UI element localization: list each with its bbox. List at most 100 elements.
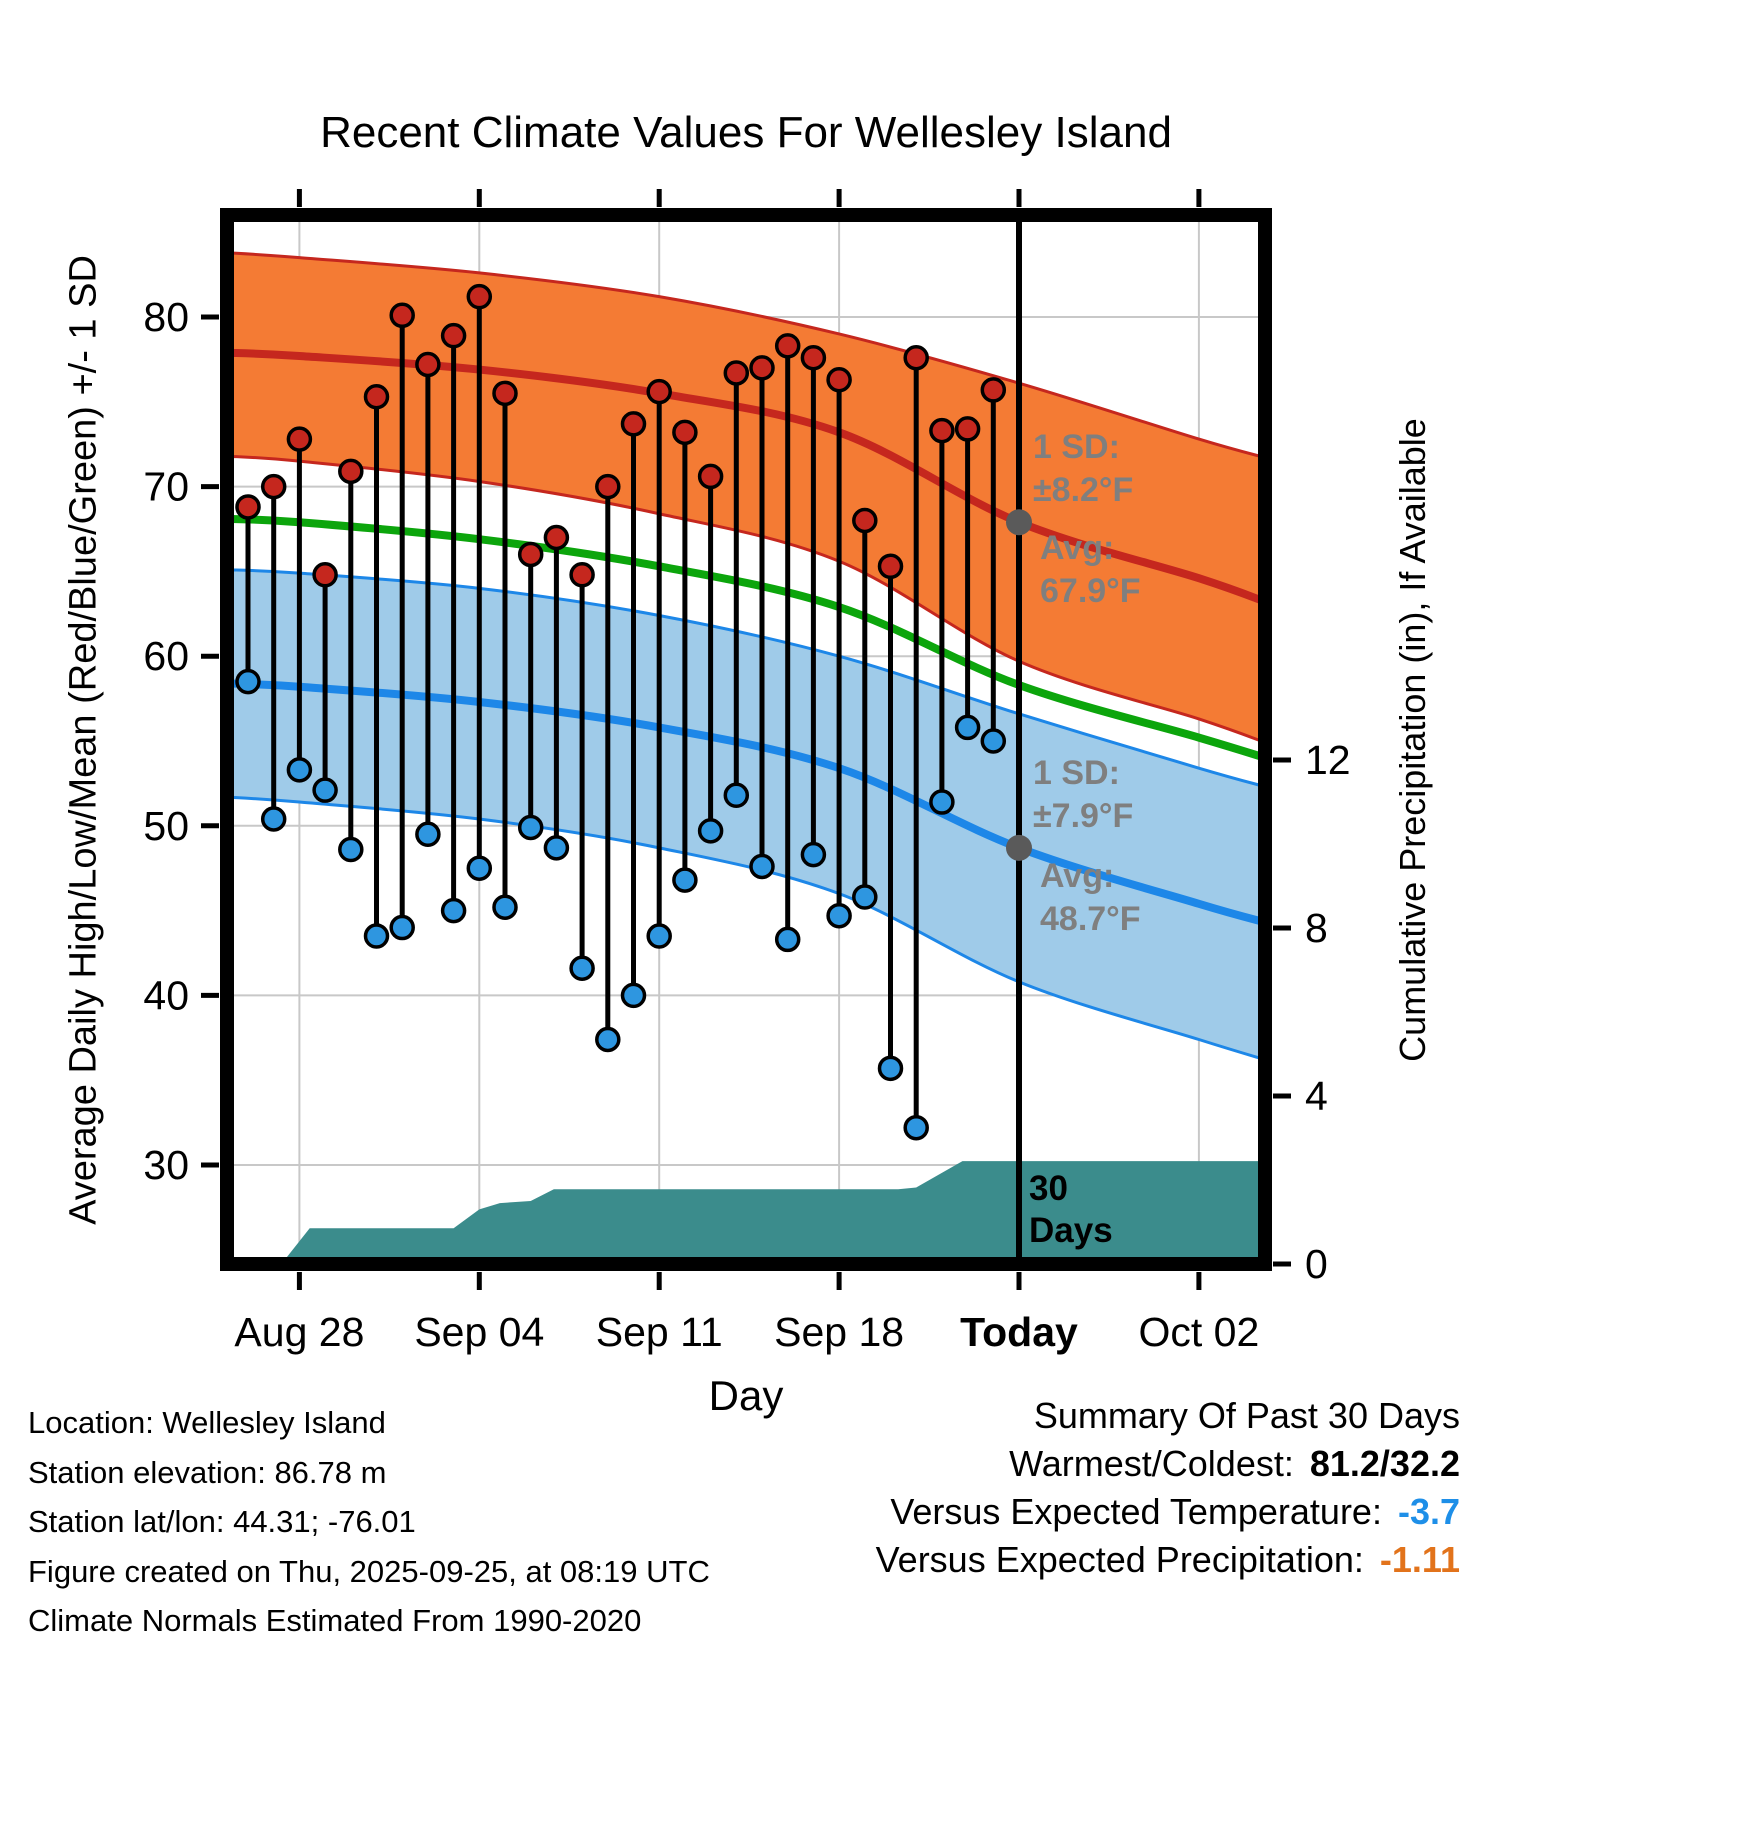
station-info-line: Figure created on Thu, 2025-09-25, at 08… [28,1553,710,1589]
summary-row-value: -3.7 [1397,1491,1460,1532]
daily-low-dot [466,855,493,881]
low-sd-annotation-line: ±7.9°F [1033,797,1134,835]
station-info: Location: Wellesley Island Station eleva… [28,1398,710,1646]
summary-row: Warmest/Coldest: 81.2/32.2 [876,1440,1460,1488]
daily-low-dot [389,914,415,941]
plot-area [227,215,1265,1264]
high-avg-annotation: Avg: 67.9°F [1040,527,1141,613]
daily-low-dot [363,923,390,949]
summary-row-label: Versus Expected Temperature: [890,1491,1382,1532]
x-tick-label: Sep 18 [774,1309,904,1355]
high-sd-annotation-line: ±8.2°F [1033,471,1134,509]
right-tick-label: 4 [1305,1073,1328,1119]
daily-high-dot [774,333,801,359]
left-tick-label: 30 [143,1142,189,1188]
daily-low-dot [543,835,570,861]
daily-high-dot [749,355,775,381]
low-avg-annotation: Avg: 48.7°F [1040,855,1141,941]
left-tick-label: 60 [143,633,189,679]
right-axis-title: Cumulative Precipitation (in), If Availa… [1392,418,1433,1062]
daily-high-dot [466,283,493,310]
summary-row-label: Versus Expected Precipitation: [875,1539,1364,1580]
left-tick-label: 80 [143,294,189,340]
daily-high-dot [517,541,544,568]
window-annotation-line: 30 [1029,1169,1068,1208]
x-tick-label: Sep 11 [596,1309,723,1355]
daily-high-dot [363,383,390,410]
station-info-line: Location: Wellesley Island [28,1405,386,1440]
summary-title: Summary Of Past 30 Days [1033,1395,1460,1436]
daily-high-dot [723,360,750,386]
high-upper-line [227,251,1265,460]
summary-row: Versus Expected Temperature: -3.7 [876,1488,1460,1536]
daily-low-dot [260,806,287,832]
x-axis-title: Day [708,1372,784,1419]
low-avg-line [227,679,1265,927]
daily-low-dot [749,853,775,880]
daily-low-dot [338,836,364,863]
station-info-line: Climate Normals Estimated From 1990-2020 [28,1603,642,1638]
daily-low-dot [235,668,261,695]
daily-high-dot [903,344,929,371]
daily-high-dot [929,417,955,444]
daily-low-dot [440,897,467,924]
daily-low-dot [723,782,750,809]
mean-line [227,514,1265,762]
daily-low-dot [646,923,672,949]
x-tick-label: Sep 04 [414,1309,544,1355]
right-tick-label: 0 [1305,1241,1328,1287]
high-sd-annotation: 1 SD: ±8.2°F [1033,426,1133,512]
daily-high-dot [595,473,621,500]
plot-border [220,208,1272,1271]
window-annotation: 30 Days [1029,1168,1113,1252]
daily-high-dot [235,494,261,520]
x-tick-label: Today [960,1309,1078,1355]
daily-high-dot [492,380,518,407]
daily-high-dot [543,524,570,551]
daily-high-dot [415,351,441,378]
right-tick-label: 8 [1305,905,1328,951]
low-normal-band [227,569,1265,1060]
summary-panel: Summary Of Past 30 Days Warmest/Coldest:… [876,1392,1460,1584]
high-avg-marker [1006,509,1032,536]
low-avg-annotation-line: 48.7°F [1040,900,1141,938]
daily-high-dot [260,473,287,500]
daily-high-dot [389,302,415,329]
high-avg-annotation-line: Avg: [1040,529,1115,567]
daily-high-dot [672,419,698,446]
daily-low-dot [980,728,1007,754]
low-sd-annotation-line: 1 SD: [1033,754,1120,792]
summary-row-value: 81.2/32.2 [1309,1443,1460,1484]
daily-low-dot [800,841,827,868]
low-upper-line [227,568,1265,789]
daily-low-dot [852,884,878,910]
daily-high-dot [338,458,364,485]
daily-low-dot [620,982,647,1009]
daily-low-dot [492,894,518,920]
station-info-line: Station elevation: 86.78 m [28,1454,387,1490]
high-avg-annotation-line: 67.9°F [1040,572,1141,610]
daily-low-dot [774,926,801,953]
station-info-line: Station lat/lon: 44.31; -76.01 [28,1504,416,1539]
left-tick-label: 50 [143,803,189,849]
daily-low-dot [595,1026,621,1053]
daily-high-dot [800,344,827,371]
daily-high-dot [697,463,724,490]
daily-high-dot [877,553,904,580]
low-avg-annotation-line: Avg: [1040,857,1115,895]
daily-low-dot [903,1114,929,1141]
daily-low-dot [312,777,338,803]
daily-low-dot [569,955,595,982]
left-tick-label: 40 [143,972,189,1018]
x-tick-label: Oct 02 [1139,1309,1260,1355]
right-tick-label: 12 [1305,737,1351,783]
daily-high-dot [852,507,878,534]
low-sd-annotation: 1 SD: ±7.9°F [1033,752,1133,838]
daily-low-dot [517,814,544,841]
daily-high-dot [569,562,595,588]
daily-high-dot [980,377,1007,403]
left-axis-title: Average Daily High/Low/Mean (Red/Blue/Gr… [62,255,105,1225]
summary-row: Versus Expected Precipitation: -1.11 [876,1536,1460,1584]
high-avg-line [227,348,1265,606]
daily-high-dot [646,378,672,405]
